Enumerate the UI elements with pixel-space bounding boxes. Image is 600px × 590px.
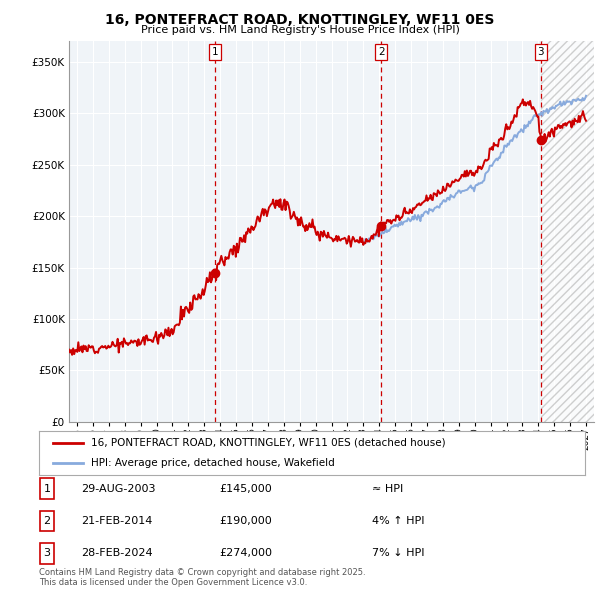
- Text: 3: 3: [538, 47, 544, 57]
- Text: Price paid vs. HM Land Registry's House Price Index (HPI): Price paid vs. HM Land Registry's House …: [140, 25, 460, 35]
- Text: 1: 1: [211, 47, 218, 57]
- Text: Contains HM Land Registry data © Crown copyright and database right 2025.
This d: Contains HM Land Registry data © Crown c…: [39, 568, 365, 587]
- Bar: [541, 41, 594, 422]
- Text: 16, PONTEFRACT ROAD, KNOTTINGLEY, WF11 0ES (detached house): 16, PONTEFRACT ROAD, KNOTTINGLEY, WF11 0…: [91, 438, 445, 448]
- Text: 28-FEB-2024: 28-FEB-2024: [81, 549, 152, 558]
- Text: HPI: Average price, detached house, Wakefield: HPI: Average price, detached house, Wake…: [91, 458, 335, 468]
- Text: 16, PONTEFRACT ROAD, KNOTTINGLEY, WF11 0ES: 16, PONTEFRACT ROAD, KNOTTINGLEY, WF11 0…: [106, 13, 494, 27]
- Text: 1: 1: [43, 484, 50, 493]
- Text: 29-AUG-2003: 29-AUG-2003: [81, 484, 155, 493]
- Text: 7% ↓ HPI: 7% ↓ HPI: [372, 549, 425, 558]
- Text: 3: 3: [43, 549, 50, 558]
- Text: 4% ↑ HPI: 4% ↑ HPI: [372, 516, 425, 526]
- Text: 2: 2: [43, 516, 50, 526]
- Text: £274,000: £274,000: [219, 549, 272, 558]
- Text: ≈ HPI: ≈ HPI: [372, 484, 403, 493]
- Text: 2: 2: [378, 47, 385, 57]
- Text: £145,000: £145,000: [219, 484, 272, 493]
- Text: 21-FEB-2014: 21-FEB-2014: [81, 516, 152, 526]
- Text: £190,000: £190,000: [219, 516, 272, 526]
